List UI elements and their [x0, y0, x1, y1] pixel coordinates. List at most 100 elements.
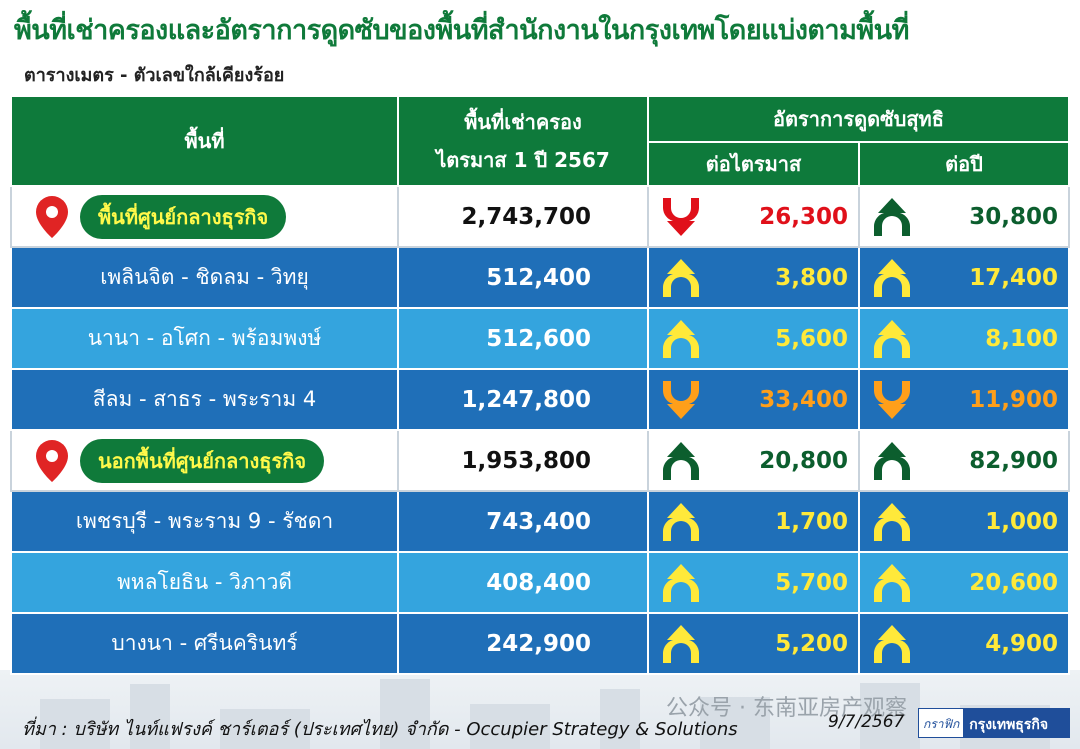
occupied-value: 242,900: [397, 612, 649, 675]
absorption-year-value: 8,100: [985, 325, 1058, 352]
arrow-up-icon: [663, 441, 699, 480]
row-area-cell: สีลม - สาธร - พระราม 4: [10, 368, 399, 431]
absorption-year-cell: 4,900: [858, 612, 1070, 675]
absorption-year-value: 82,900: [969, 447, 1058, 474]
occupied-value: 408,400: [397, 551, 649, 614]
zone-label: พื้นที่ศูนย์กลางธุรกิจ: [80, 194, 287, 239]
arrow-up-icon: [874, 197, 910, 236]
area-label: พหลโยธิน - วิภาวดี: [116, 570, 293, 594]
absorption-quarter-value: 5,700: [775, 569, 848, 596]
absorption-year-cell: 1,000: [858, 490, 1070, 553]
absorption-quarter-value: 5,600: [775, 325, 848, 352]
occupied-value: 512,400: [397, 246, 649, 309]
absorption-quarter-cell: 5,200: [647, 612, 860, 675]
office-absorption-table: พื้นที่ พื้นที่เช่าครอง ไตรมาส 1 ปี 2567…: [10, 95, 1070, 675]
absorption-quarter-value: 20,800: [759, 447, 848, 474]
absorption-quarter-cell: 20,800: [647, 429, 860, 492]
arrow-up-icon: [663, 502, 699, 541]
table-row: พื้นที่ศูนย์กลางธุรกิจ 2,743,700 26,300 30,…: [10, 185, 1070, 248]
header-area: พื้นที่: [10, 95, 399, 187]
row-area-cell: พหลโยธิน - วิภาวดี: [10, 551, 399, 614]
arrow-up-icon: [874, 441, 910, 480]
logo-graphic-label: กราฟิก: [919, 709, 964, 737]
absorption-year-value: 30,800: [969, 203, 1058, 230]
header-occupied-label: พื้นที่เช่าครอง: [464, 110, 582, 134]
page-title: พื้นที่เช่าครองและอัตราการดูดซับของพื้นท…: [14, 15, 909, 46]
area-label: เพชรบุรี - พระราม 9 - รัชดา: [75, 509, 334, 533]
absorption-year-value: 1,000: [985, 508, 1058, 535]
table-row: นานา - อโศก - พร้อมพงษ์ 512,600 5,600 8,100: [10, 307, 1070, 370]
row-area-cell: เพลินจิต - ชิดลม - วิทยุ: [10, 246, 399, 309]
absorption-quarter-cell: 1,700: [647, 490, 860, 553]
area-label: สีลม - สาธร - พระราม 4: [92, 387, 317, 411]
table-row: พหลโยธิน - วิภาวดี 408,400 5,700 20,600: [10, 551, 1070, 614]
absorption-quarter-value: 33,400: [759, 386, 848, 413]
arrow-up-icon: [663, 258, 699, 297]
area-label: เพลินจิต - ชิดลม - วิทยุ: [100, 265, 309, 289]
arrow-up-icon: [663, 563, 699, 602]
row-area-cell: พื้นที่ศูนย์กลางธุรกิจ: [10, 185, 399, 248]
source-note: ที่มา : บริษัท ไนท์แฟรงค์ ชาร์เตอร์ (ประ…: [22, 719, 738, 740]
arrow-up-icon: [663, 624, 699, 663]
header-occupied-period: ไตรมาส 1 ปี 2567: [436, 148, 610, 172]
absorption-year-cell: 17,400: [858, 246, 1070, 309]
row-area-cell: เพชรบุรี - พระราม 9 - รัชดา: [10, 490, 399, 553]
publish-date: 9/7/2567: [828, 712, 905, 732]
absorption-quarter-cell: 3,800: [647, 246, 860, 309]
arrow-down-icon: [874, 380, 910, 419]
table-row: เพลินจิต - ชิดลม - วิทยุ 512,400 3,800 17,4…: [10, 246, 1070, 309]
row-area-cell: นอกพื้นที่ศูนย์กลางธุรกิจ: [10, 429, 399, 492]
location-pin-icon: [36, 439, 68, 482]
header-per-quarter: ต่อไตรมาส: [647, 141, 860, 187]
area-label: นานา - อโศก - พร้อมพงษ์: [87, 326, 322, 350]
arrow-up-icon: [874, 258, 910, 297]
unit-subtitle: ตารางเมตร - ตัวเลขใกล้เคียงร้อย: [24, 65, 285, 86]
arrow-down-icon: [663, 380, 699, 419]
occupied-value: 2,743,700: [397, 185, 649, 248]
absorption-year-cell: 30,800: [858, 185, 1070, 248]
arrow-up-icon: [663, 319, 699, 358]
arrow-up-icon: [874, 624, 910, 663]
table-row: เพชรบุรี - พระราม 9 - รัชดา 743,400 1,700 1…: [10, 490, 1070, 553]
absorption-quarter-cell: 5,600: [647, 307, 860, 370]
occupied-value: 743,400: [397, 490, 649, 553]
occupied-value: 1,247,800: [397, 368, 649, 431]
location-pin-icon: [36, 195, 68, 238]
arrow-up-icon: [874, 502, 910, 541]
area-label: บางนา - ศรีนครินทร์: [111, 631, 298, 655]
table-row: นอกพื้นที่ศูนย์กลางธุรกิจ 1,953,800 20,800…: [10, 429, 1070, 492]
absorption-quarter-cell: 5,700: [647, 551, 860, 614]
absorption-year-value: 17,400: [969, 264, 1058, 291]
logo-brand-label: กรุงเทพธุรกิจ: [963, 709, 1069, 737]
occupied-value: 1,953,800: [397, 429, 649, 492]
table-body: พื้นที่ศูนย์กลางธุรกิจ 2,743,700 26,300 30,…: [10, 185, 1070, 675]
absorption-quarter-cell: 26,300: [647, 185, 860, 248]
absorption-year-cell: 11,900: [858, 368, 1070, 431]
skyline-background: [0, 670, 1080, 749]
absorption-year-value: 4,900: [985, 630, 1058, 657]
absorption-quarter-value: 5,200: [775, 630, 848, 657]
header-absorption: อัตราการดูดซับสุทธิ: [647, 95, 1070, 143]
arrow-up-icon: [874, 319, 910, 358]
absorption-year-cell: 20,600: [858, 551, 1070, 614]
header-per-year: ต่อปี: [858, 141, 1070, 187]
table-row: บางนา - ศรีนครินทร์ 242,900 5,200 4,900: [10, 612, 1070, 675]
absorption-quarter-value: 26,300: [759, 203, 848, 230]
zone-label: นอกพื้นที่ศูนย์กลางธุรกิจ: [80, 438, 325, 483]
absorption-quarter-value: 3,800: [775, 264, 848, 291]
table-row: สีลม - สาธร - พระราม 4 1,247,800 33,400 11,…: [10, 368, 1070, 431]
absorption-quarter-cell: 33,400: [647, 368, 860, 431]
brand-logo: กราฟิก กรุงเทพธุรกิจ: [918, 708, 1070, 738]
absorption-year-value: 11,900: [969, 386, 1058, 413]
absorption-year-cell: 8,100: [858, 307, 1070, 370]
row-area-cell: บางนา - ศรีนครินทร์: [10, 612, 399, 675]
absorption-year-value: 20,600: [969, 569, 1058, 596]
arrow-up-icon: [874, 563, 910, 602]
watermark: 公众号 · 东南亚房产观察: [666, 696, 907, 721]
occupied-value: 512,600: [397, 307, 649, 370]
row-area-cell: นานา - อโศก - พร้อมพงษ์: [10, 307, 399, 370]
absorption-year-cell: 82,900: [858, 429, 1070, 492]
absorption-quarter-value: 1,700: [775, 508, 848, 535]
header-occupied: พื้นที่เช่าครอง ไตรมาส 1 ปี 2567: [397, 95, 649, 187]
arrow-down-icon: [663, 197, 699, 236]
